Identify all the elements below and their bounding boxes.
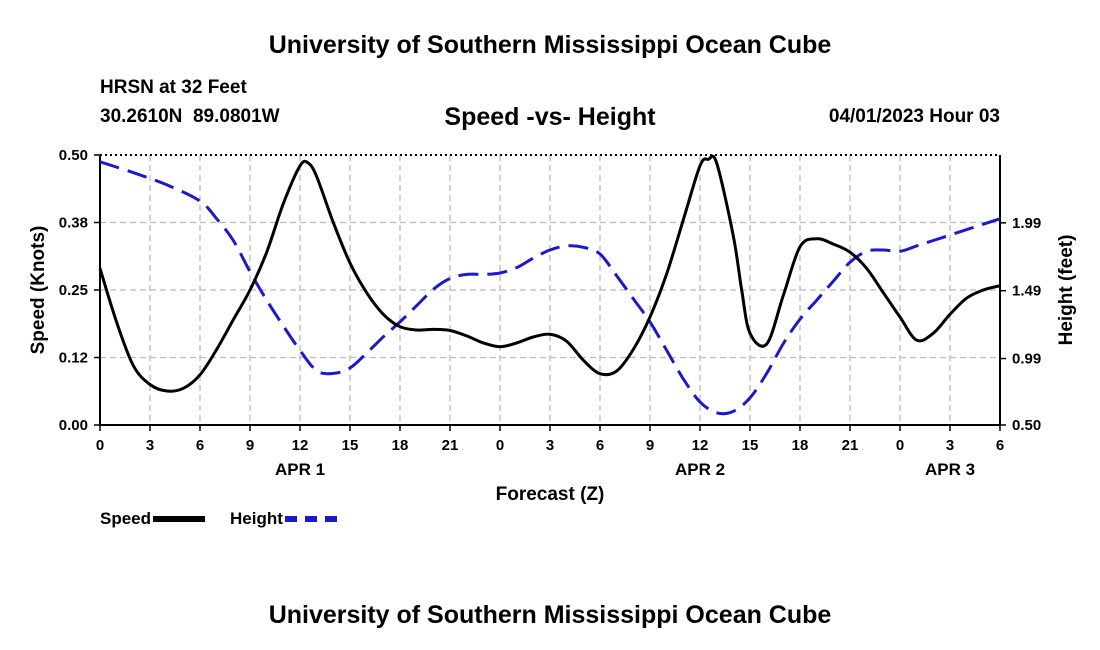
legend-height-swatch	[284, 516, 337, 522]
legend-speed-label: Speed	[100, 509, 152, 528]
x-tick-label-17: 3	[946, 437, 954, 454]
y-axis-right-label: Height (feet)	[1056, 235, 1077, 346]
x-tick-label-12: 12	[692, 437, 709, 454]
x-tick-label-10: 6	[596, 437, 604, 454]
coordinates-label: 30.2610N 89.0801W	[100, 106, 280, 127]
height-series-line	[99, 160, 1001, 416]
y-tick-label-left-3: 0.38	[59, 215, 88, 232]
x-tick-label-15: 21	[842, 437, 859, 454]
date-label-0: APR 1	[275, 460, 325, 479]
x-tick-label-18: 6	[996, 437, 1004, 454]
legend-height: Height	[230, 509, 337, 529]
y-tick-label-right-3: 1.99	[1012, 215, 1041, 232]
x-tick-label-16: 0	[896, 437, 904, 454]
speed-series-line	[98, 154, 1001, 393]
y-tick-label-left-2: 0.25	[59, 282, 88, 299]
y-tick-label-right-0: 0.50	[1012, 417, 1041, 434]
date-label-2: APR 3	[925, 460, 975, 479]
x-tick-label-0: 0	[96, 437, 104, 454]
date-label-1: APR 2	[675, 460, 725, 479]
x-tick-label-5: 15	[342, 437, 359, 454]
x-tick-label-4: 12	[292, 437, 309, 454]
datetime-label: 04/01/2023 Hour 03	[828, 106, 1000, 127]
y-tick-label-left-0: 0.00	[59, 417, 88, 434]
x-tick-label-3: 9	[246, 437, 254, 454]
x-tick-label-7: 21	[442, 437, 459, 454]
y-tick-label-right-2: 1.49	[1012, 283, 1041, 300]
footer-title: University of Southern Mississippi Ocean…	[268, 601, 832, 629]
y-tick-label-left-4: 0.50	[59, 147, 88, 164]
x-tick-label-9: 3	[546, 437, 554, 454]
x-tick-label-11: 9	[646, 437, 654, 454]
x-tick-label-2: 6	[196, 437, 204, 454]
station-label: HRSN at 32 Feet	[100, 77, 247, 98]
x-tick-label-1: 3	[146, 437, 154, 454]
chart-main-title: University of Southern Mississippi Ocean…	[268, 31, 832, 59]
x-tick-label-8: 0	[496, 437, 504, 454]
y-tick-label-right-1: 0.99	[1012, 351, 1041, 368]
plot-title: Speed -vs- Height	[444, 103, 656, 131]
x-tick-label-6: 18	[392, 437, 409, 454]
legend-speed-swatch	[153, 516, 206, 522]
legend-height-label: Height	[230, 509, 283, 528]
y-tick-label-left-1: 0.12	[59, 350, 88, 367]
x-tick-label-13: 15	[742, 437, 759, 454]
y-axis-left-label: Speed (Knots)	[28, 226, 49, 355]
speed-height-chart: Speed -vs- Height 0 3 6 9 12 15 18 21 0 3 6 9 12 15 18 2…	[28, 103, 1077, 505]
legend-speed: Speed	[100, 509, 206, 529]
x-axis-label: Forecast (Z)	[496, 484, 605, 505]
x-tick-label-14: 18	[792, 437, 809, 454]
